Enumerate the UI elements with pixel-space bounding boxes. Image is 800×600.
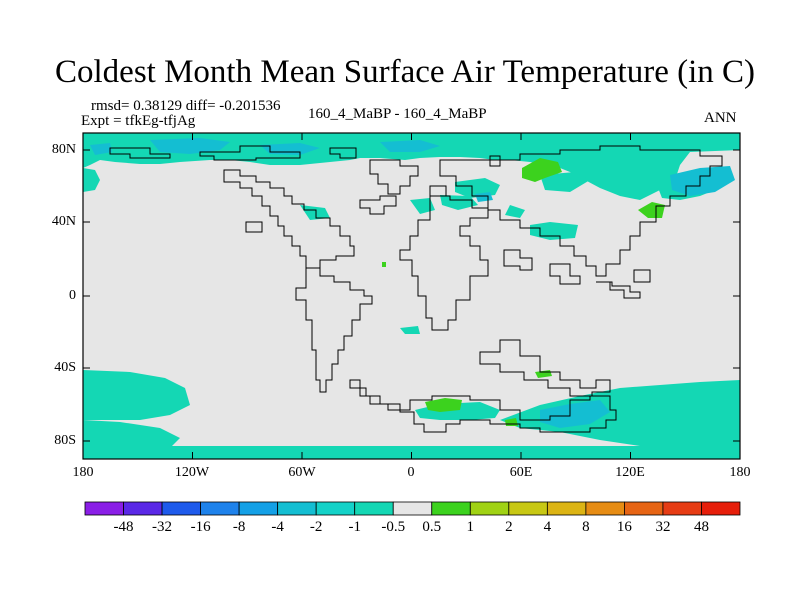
colorbar-label: -1 <box>348 519 361 535</box>
colorbar-swatch <box>354 501 394 516</box>
lon-label-0: 0 <box>407 465 415 480</box>
colorbar-label: -16 <box>190 519 211 535</box>
lat-label-40s: 40S <box>54 360 76 375</box>
colorbar-label: 0.5 <box>422 519 442 535</box>
lon-label-180w: 180 <box>72 465 94 480</box>
colorbar-swatch <box>161 501 201 516</box>
axis-ticks <box>82 133 741 459</box>
colorbar-swatch <box>123 501 163 516</box>
colorbar-label: 16 <box>616 519 632 535</box>
colorbar-swatch <box>84 501 124 516</box>
colorbar-swatch <box>315 501 356 516</box>
plot-title: Coldest Month Mean Surface Air Temperatu… <box>55 54 755 90</box>
colorbar-label: 1 <box>466 519 475 535</box>
lon-label-120w: 120W <box>174 465 210 480</box>
lon-label-180e: 180 <box>729 465 751 480</box>
colorbar-label: -32 <box>152 519 173 535</box>
lon-label-60e: 60E <box>509 465 533 480</box>
colorbar-label: -0.5 <box>381 519 406 535</box>
colorbar-label: 32 <box>655 519 671 535</box>
colorbar-label: 48 <box>693 519 709 535</box>
colorbar-swatch <box>662 501 702 516</box>
colorbar-label: 4 <box>543 519 552 535</box>
colorbar-swatch <box>431 501 471 516</box>
colorbar-label: -48 <box>113 519 134 535</box>
colorbar-swatch <box>624 501 664 516</box>
colorbar-label: 2 <box>505 519 513 535</box>
season-label: ANN <box>704 110 737 126</box>
lon-label-60w: 60W <box>288 465 316 480</box>
colorbar-label: -8 <box>232 519 246 535</box>
colorbar-swatch <box>701 501 741 516</box>
colorbar-swatch <box>585 501 625 516</box>
colorbar-swatch <box>277 501 317 516</box>
colorbar-swatch <box>238 501 279 516</box>
colorbar-swatch <box>469 501 510 516</box>
period-label: 160_4_MaBP - 160_4_MaBP <box>308 106 487 122</box>
experiment-line: Expt = tfkEg-tfjAg <box>81 113 196 129</box>
colorbar-label: -4 <box>271 519 284 535</box>
lat-label-40n: 40N <box>51 214 76 229</box>
lon-label-120e: 120E <box>615 465 645 480</box>
colorbar-label: -2 <box>309 519 323 535</box>
lat-label-80n: 80N <box>51 142 76 157</box>
colorbar-label: 8 <box>582 519 590 535</box>
continent-outlines <box>109 145 723 433</box>
colorbar-swatch <box>508 501 548 516</box>
lat-label-0: 0 <box>69 288 76 303</box>
colorbar-swatch <box>392 501 433 516</box>
colorbar-swatch <box>546 501 587 516</box>
colorbar <box>84 501 741 516</box>
lat-label-80s: 80S <box>54 433 76 448</box>
stats-line: rmsd= 0.38129 diff= -0.201536 <box>91 98 281 114</box>
colorbar-swatch <box>200 501 240 516</box>
